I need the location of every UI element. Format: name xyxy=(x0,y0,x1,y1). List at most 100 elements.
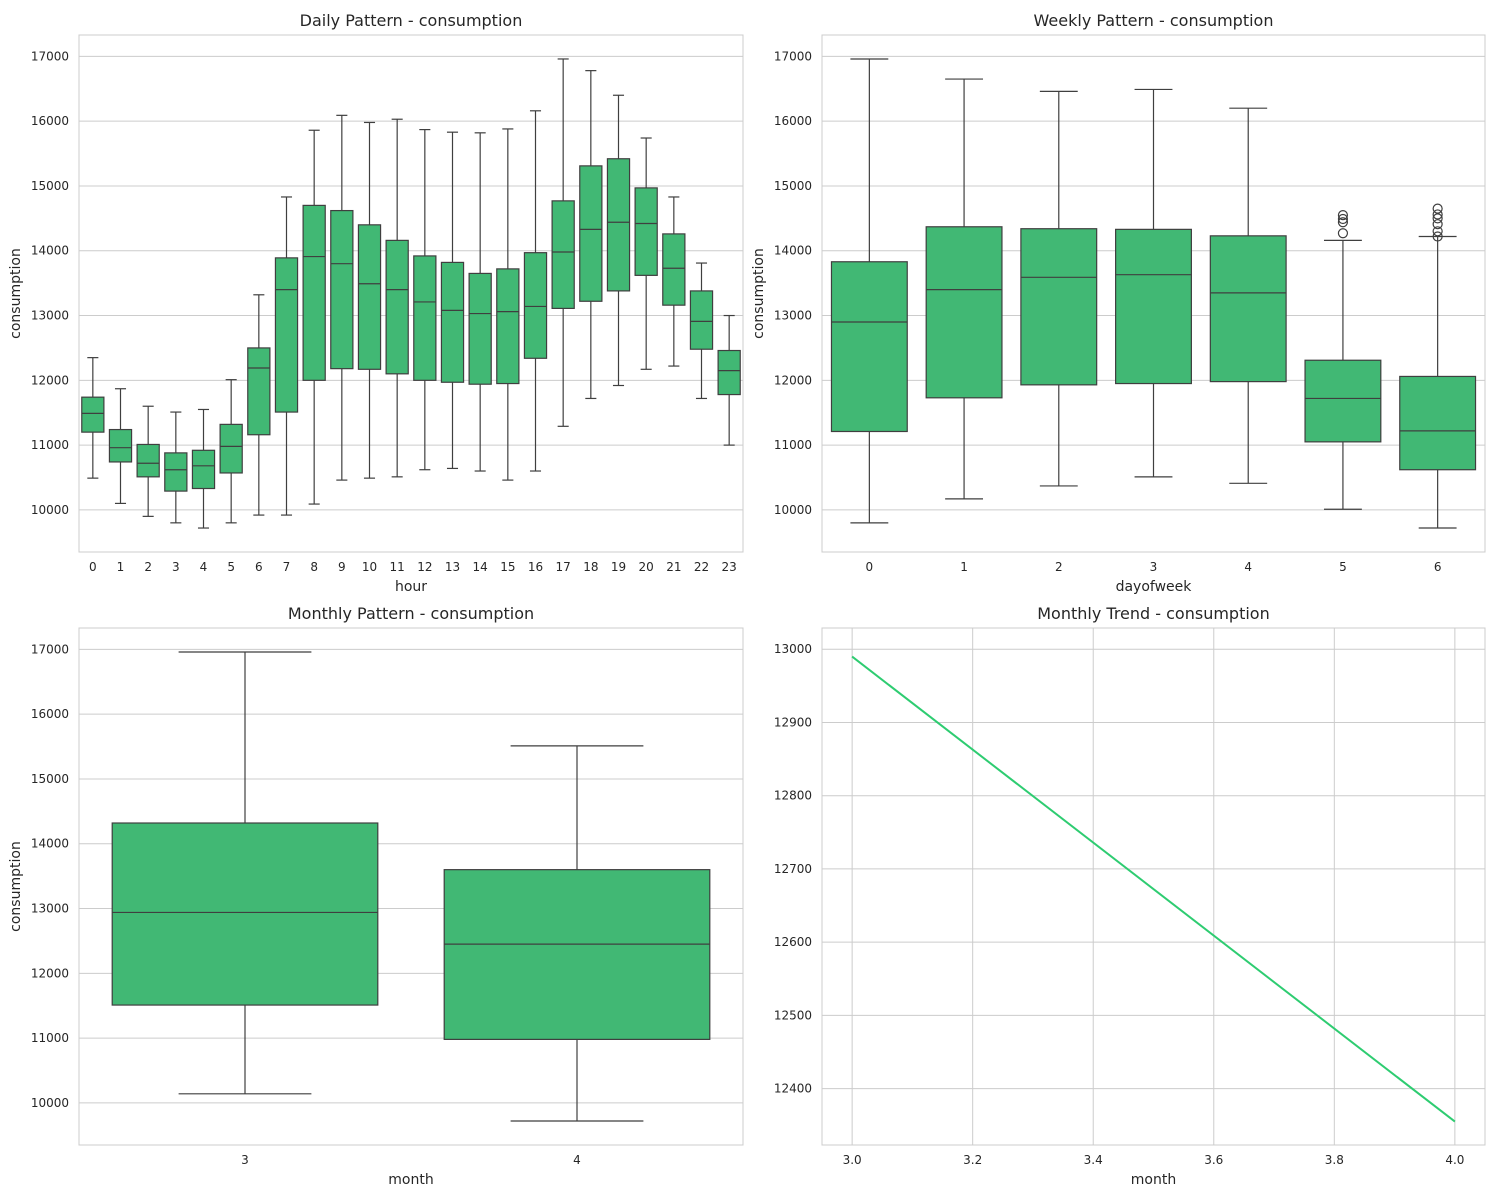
x-tick-label: 3.8 xyxy=(1325,1153,1344,1167)
y-tick-label: 12600 xyxy=(774,935,812,949)
box-23 xyxy=(717,314,741,446)
y-tick-label: 10000 xyxy=(31,1096,69,1110)
y-tick-label: 14000 xyxy=(774,244,812,258)
box-22 xyxy=(689,262,714,400)
box-11 xyxy=(385,118,409,478)
y-tick-label: 17000 xyxy=(774,49,812,63)
x-tick-label: 3.2 xyxy=(963,1153,982,1167)
y-tick-label: 14000 xyxy=(31,244,69,258)
box-15 xyxy=(496,128,520,481)
x-tick-label: 3 xyxy=(172,560,180,574)
outlier-point xyxy=(1432,213,1443,224)
x-tick-label: 10 xyxy=(362,560,377,574)
box-body xyxy=(689,290,714,350)
box-body xyxy=(1304,359,1382,443)
x-tick-label: 13 xyxy=(445,560,460,574)
box-10 xyxy=(357,121,382,479)
x-tick-label: 12 xyxy=(417,560,432,574)
y-tick-label: 16000 xyxy=(31,114,69,128)
x-tick-label: 21 xyxy=(666,560,681,574)
x-tick-label: 8 xyxy=(310,560,318,574)
x-tick-label: 0 xyxy=(89,560,97,574)
x-tick-label: 5 xyxy=(227,560,235,574)
box-body xyxy=(717,349,741,396)
box-7 xyxy=(274,196,299,516)
y-tick-label: 12700 xyxy=(774,862,812,876)
box-body xyxy=(830,261,908,433)
box-body xyxy=(662,233,686,306)
box-20 xyxy=(634,137,658,370)
x-tick-label: 3.4 xyxy=(1084,1153,1103,1167)
box-body xyxy=(1399,375,1477,471)
box-18 xyxy=(579,70,603,400)
box-12 xyxy=(413,128,437,471)
outlier-point xyxy=(1432,209,1443,220)
box-body xyxy=(330,209,354,370)
y-tick-label: 12400 xyxy=(774,1082,812,1096)
x-axis-label: month xyxy=(1131,1172,1176,1188)
box-4 xyxy=(1209,107,1287,484)
box-body xyxy=(81,396,105,433)
y-tick-label: 16000 xyxy=(31,707,69,721)
y-axis-label: consumption xyxy=(8,248,24,339)
box-body xyxy=(1115,228,1192,385)
y-tick-label: 12900 xyxy=(774,715,812,729)
box-body xyxy=(1020,228,1098,386)
x-tick-label: 16 xyxy=(528,560,543,574)
x-tick-label: 4.0 xyxy=(1445,1153,1464,1167)
box-body xyxy=(523,252,548,359)
subplot-title: Daily Pattern - consumption xyxy=(300,11,523,30)
y-tick-label: 15000 xyxy=(774,179,812,193)
box-9 xyxy=(330,114,354,481)
box-19 xyxy=(606,94,631,387)
x-axis-label: dayofweek xyxy=(1116,579,1193,595)
x-tick-label: 1 xyxy=(960,560,968,574)
x-tick-label: 7 xyxy=(283,560,291,574)
y-tick-label: 11000 xyxy=(774,438,812,452)
subplot-title: Monthly Pattern - consumption xyxy=(288,604,534,623)
box-17 xyxy=(551,58,575,427)
box-body xyxy=(496,268,520,385)
trend-line xyxy=(851,655,1456,1123)
x-tick-label: 22 xyxy=(694,560,709,574)
y-tick-label: 10000 xyxy=(774,503,812,517)
box-body xyxy=(302,204,326,381)
box-body xyxy=(247,347,271,436)
x-tick-label: 14 xyxy=(473,560,488,574)
x-tick-label: 3.0 xyxy=(843,1153,862,1167)
box-3 xyxy=(1115,88,1192,478)
box-body xyxy=(606,158,631,292)
y-tick-label: 14000 xyxy=(31,837,69,851)
box-body xyxy=(925,226,1003,399)
x-tick-label: 3.6 xyxy=(1204,1153,1223,1167)
box-4 xyxy=(443,745,711,1122)
outlier-point xyxy=(1337,213,1349,225)
box-14 xyxy=(468,132,492,472)
box-13 xyxy=(440,131,465,470)
x-tick-label: 3 xyxy=(241,1153,249,1167)
outlier-point xyxy=(1432,219,1443,230)
box-body xyxy=(357,224,382,370)
y-tick-label: 13000 xyxy=(31,309,69,323)
y-tick-label: 16000 xyxy=(774,114,812,128)
box-body xyxy=(164,452,188,492)
box-0 xyxy=(81,357,105,479)
x-tick-label: 6 xyxy=(255,560,263,574)
axes-frame xyxy=(821,34,1486,553)
subplot-3: 10000 11000 12000 13000 14000 15000 16000 17000… xyxy=(8,604,744,1188)
outlier-point xyxy=(1432,231,1443,242)
box-5 xyxy=(219,379,243,524)
x-tick-label: 18 xyxy=(583,560,598,574)
box-body xyxy=(111,822,379,1006)
y-tick-label: 11000 xyxy=(31,1031,69,1045)
box-body xyxy=(413,255,437,381)
box-body xyxy=(108,428,133,463)
subplot-2: 10000 11000 12000 13000 14000 15000 16000 17000… xyxy=(751,11,1486,595)
subplot-title: Weekly Pattern - consumption xyxy=(1034,11,1274,30)
axes-frame xyxy=(821,627,1486,1146)
x-axis-label: month xyxy=(388,1172,433,1188)
box-body xyxy=(219,423,243,474)
box-21 xyxy=(662,196,686,367)
y-tick-label: 15000 xyxy=(31,179,69,193)
